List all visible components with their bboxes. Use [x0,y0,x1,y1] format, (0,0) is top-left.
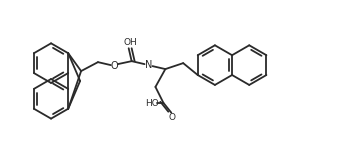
Text: OH: OH [123,38,137,47]
Text: N: N [145,60,152,70]
Text: HO: HO [146,99,159,108]
Text: O: O [110,61,118,71]
Text: O: O [169,113,176,122]
